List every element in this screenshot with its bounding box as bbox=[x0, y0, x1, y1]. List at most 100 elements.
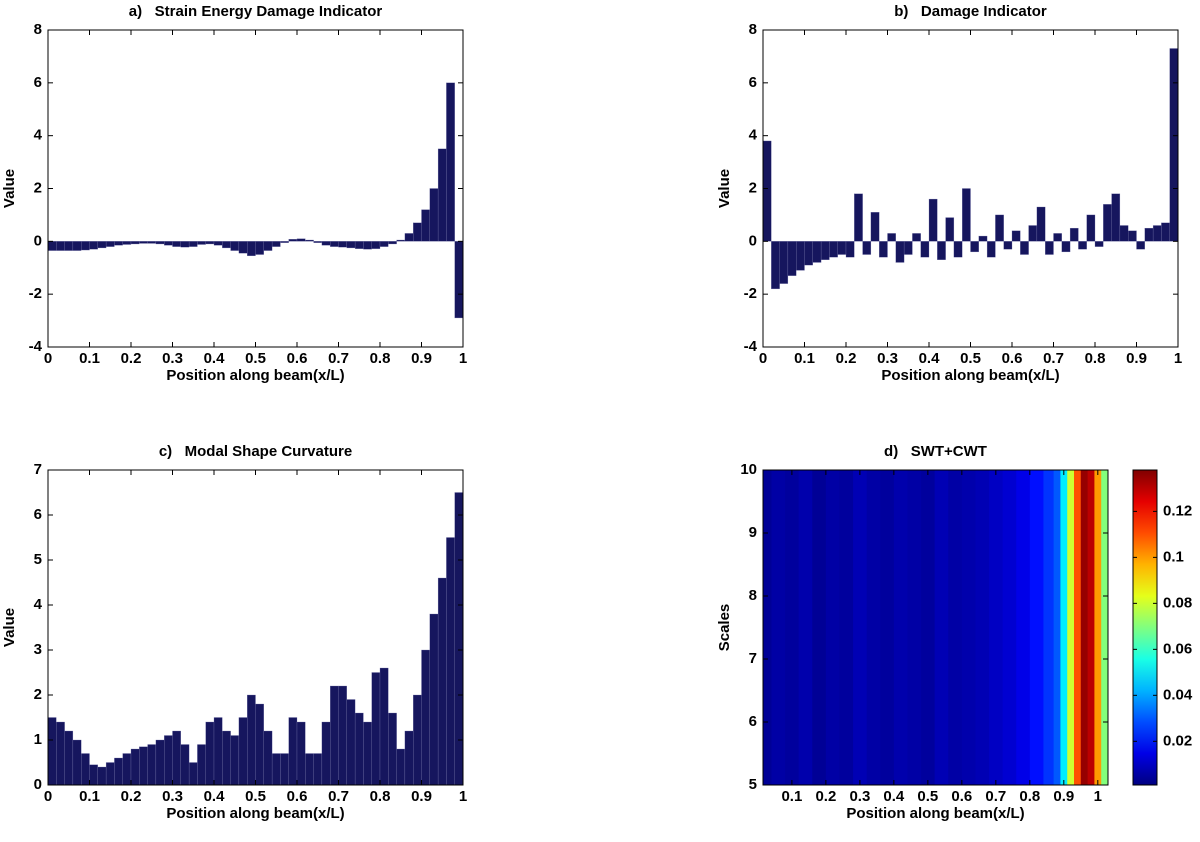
heatmap-cell bbox=[853, 470, 868, 785]
y-tick-label: 4 bbox=[34, 127, 43, 144]
x-axis-label: Position along beam(x/L) bbox=[166, 805, 344, 822]
x-tick-label: 0.1 bbox=[79, 350, 100, 367]
bar bbox=[155, 241, 165, 245]
bar bbox=[379, 241, 389, 247]
x-tick-label: 0.3 bbox=[162, 788, 183, 805]
bar bbox=[953, 241, 963, 258]
colorbar bbox=[1132, 469, 1158, 786]
bar bbox=[1094, 241, 1104, 247]
subplot: 0 0.1 0.2 0.3 0.4 0.5 0.6 0.7 0.8 0.9 1 -4 -2 0 2 4 6 8 b)… bbox=[716, 3, 1182, 384]
bar bbox=[147, 744, 157, 786]
bar bbox=[396, 748, 406, 786]
bar bbox=[155, 739, 165, 786]
colorbar-tick-label: 0.06 bbox=[1163, 640, 1192, 657]
x-tick-label: 0.7 bbox=[328, 350, 349, 367]
bar bbox=[122, 241, 132, 245]
bar bbox=[56, 241, 65, 251]
x-tick-label: 1 bbox=[459, 788, 467, 805]
heatmap-cell bbox=[1101, 470, 1109, 785]
heatmap-cell bbox=[866, 470, 881, 785]
heatmap-cell bbox=[934, 470, 949, 785]
colorbar-tick-label: 0.04 bbox=[1163, 686, 1193, 703]
heatmap-cell bbox=[1074, 470, 1082, 785]
x-tick-label: 0.1 bbox=[781, 788, 802, 805]
bar bbox=[130, 241, 140, 245]
y-axis-label: Value bbox=[1, 608, 18, 647]
y-axis-label: Scales bbox=[716, 604, 733, 652]
bar bbox=[371, 241, 381, 249]
x-tick-label: 0.2 bbox=[121, 788, 142, 805]
y-tick-label: 2 bbox=[749, 179, 757, 196]
y-tick-label: 6 bbox=[34, 506, 42, 523]
x-tick-label: 0.9 bbox=[411, 788, 432, 805]
heatmap-cell bbox=[1087, 470, 1095, 785]
bar bbox=[912, 233, 921, 242]
bar bbox=[804, 241, 813, 266]
x-tick-label: 0.2 bbox=[836, 350, 857, 367]
bar bbox=[72, 241, 82, 251]
bar bbox=[1169, 48, 1179, 242]
heatmap-cell bbox=[1060, 470, 1068, 785]
bar bbox=[139, 746, 148, 786]
x-tick-label: 0.2 bbox=[815, 788, 836, 805]
y-tick-label: -2 bbox=[29, 285, 42, 302]
bar bbox=[114, 757, 123, 786]
y-tick-label: -2 bbox=[744, 285, 757, 302]
y-tick-label: 1 bbox=[34, 731, 42, 748]
bar bbox=[1020, 241, 1029, 255]
bar bbox=[995, 214, 1004, 242]
y-tick-label: 2 bbox=[34, 686, 42, 703]
y-axis-label: Value bbox=[1, 169, 18, 208]
bar bbox=[1152, 225, 1162, 242]
bar bbox=[213, 241, 223, 246]
bar bbox=[346, 699, 356, 786]
bar bbox=[1078, 241, 1087, 250]
colorbar-tick-label: 0.1 bbox=[1163, 548, 1184, 565]
bar bbox=[962, 188, 971, 242]
bar bbox=[97, 241, 107, 249]
bar bbox=[255, 703, 264, 786]
y-tick-label: 6 bbox=[749, 713, 757, 730]
heatmap-cell bbox=[893, 470, 908, 785]
x-tick-label: 0.7 bbox=[328, 788, 349, 805]
bar bbox=[205, 241, 215, 245]
bar bbox=[978, 235, 988, 242]
heatmap-cell bbox=[1053, 470, 1061, 785]
bar bbox=[330, 241, 339, 247]
bar bbox=[238, 241, 248, 254]
colorbar-tick-label: 0.02 bbox=[1163, 732, 1192, 749]
bar bbox=[338, 241, 347, 248]
bar bbox=[321, 721, 331, 786]
bar bbox=[72, 739, 82, 786]
bar bbox=[147, 241, 157, 244]
bar bbox=[64, 241, 74, 251]
bar bbox=[1136, 241, 1145, 250]
x-tick-label: 0.9 bbox=[1126, 350, 1147, 367]
bar bbox=[454, 241, 464, 319]
plot-area bbox=[48, 30, 463, 347]
bar bbox=[139, 241, 148, 244]
bar bbox=[1128, 230, 1137, 242]
y-axis-label: Value bbox=[716, 169, 733, 208]
bar bbox=[371, 672, 381, 786]
x-tick-label: 0.8 bbox=[370, 788, 391, 805]
bar bbox=[313, 753, 323, 786]
heatmap-cell bbox=[1067, 470, 1075, 785]
bar bbox=[188, 762, 198, 786]
bar bbox=[1028, 225, 1038, 242]
bar bbox=[986, 241, 996, 258]
bar bbox=[928, 198, 938, 242]
bar bbox=[887, 233, 896, 242]
bar bbox=[222, 730, 231, 786]
y-tick-label: 0 bbox=[34, 776, 42, 793]
bar bbox=[771, 241, 780, 290]
x-tick-label: 0.1 bbox=[79, 788, 100, 805]
bar bbox=[188, 241, 198, 247]
x-axis-label: Position along beam(x/L) bbox=[166, 367, 344, 384]
bar bbox=[81, 753, 90, 786]
y-tick-label: 7 bbox=[34, 461, 42, 478]
x-tick-label: 1 bbox=[1174, 350, 1182, 367]
y-tick-label: 4 bbox=[749, 127, 758, 144]
bar bbox=[81, 241, 90, 251]
x-tick-label: 0.5 bbox=[917, 788, 938, 805]
